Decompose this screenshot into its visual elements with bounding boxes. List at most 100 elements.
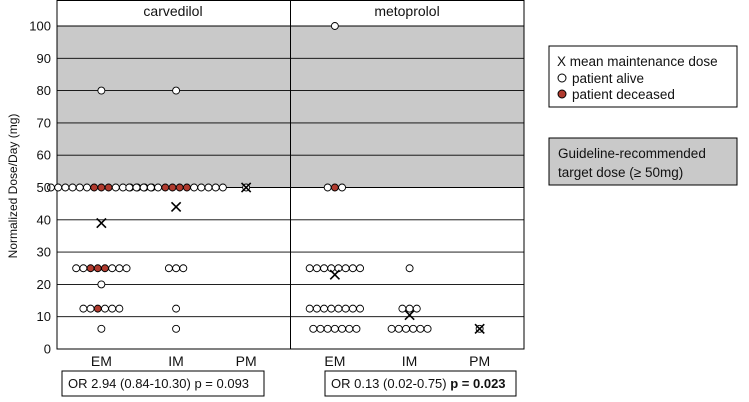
alive-point-metoprolol-em: [312, 304, 321, 313]
alive-point-metoprolol-em: [352, 324, 361, 333]
alive-point-metoprolol-em: [338, 324, 347, 333]
alive-point-carvedilol-im: [172, 324, 181, 333]
mean-marker-stroke: [404, 309, 415, 321]
mean-marker-layer: [96, 182, 485, 334]
alive-point-carvedilol-im: [179, 264, 188, 273]
category-label-metoprolol-em: EM: [324, 353, 345, 369]
alive-point-metoprolol-em: [323, 324, 332, 333]
plot-frame-layer: [56, 0, 525, 350]
alive-point-metoprolol-em: [320, 264, 329, 273]
alive-point-metoprolol-em: [341, 304, 350, 313]
mean-marker-carvedilol-em: [96, 217, 107, 229]
alive-point-carvedilol-em: [101, 304, 109, 313]
alive-point-carvedilol-im: [190, 183, 199, 192]
mean-marker-stroke: [170, 201, 182, 213]
alive-point-carvedilol-em: [115, 304, 124, 313]
category-label-carvedilol-im: IM: [168, 353, 184, 369]
guideline-label-line1: Guideline-recommended: [558, 146, 706, 161]
mean-marker-carvedilol-im: [170, 201, 182, 213]
deceased-point-carvedilol-im: [175, 183, 184, 192]
alive-point-carvedilol-em: [83, 183, 91, 192]
alive-point-carvedilol-im: [172, 86, 181, 95]
category-label-metoprolol-im: IM: [402, 353, 418, 369]
alive-point-metoprolol-em: [348, 264, 357, 273]
deceased-point-carvedilol-em: [90, 183, 99, 192]
alive-point-metoprolol-im: [387, 324, 396, 333]
alive-point-carvedilol-em: [79, 304, 88, 313]
alive-point-carvedilol-im: [139, 183, 148, 192]
alive-point-metoprolol-em: [305, 264, 314, 273]
alive-point-carvedilol-em: [86, 304, 95, 313]
alive-point-metoprolol-em: [305, 304, 314, 313]
y-tick-label-40: 40: [37, 212, 51, 227]
alive-point-metoprolol-em: [323, 183, 332, 192]
alive-point-carvedilol-im: [154, 183, 163, 192]
deceased-point-carvedilol-em: [97, 183, 106, 192]
alive-point-carvedilol-em: [122, 264, 131, 273]
guideline-legend-box: [548, 137, 738, 186]
alive-point-carvedilol-em: [97, 86, 106, 95]
legend-alive-label: patient alive: [572, 71, 644, 86]
or-text-metoprolol-normal: OR 0.13 (0.02-0.75): [331, 376, 450, 391]
deceased-point-carvedilol-im: [168, 183, 177, 192]
mean-marker-metoprolol-pm: [474, 323, 485, 334]
alive-point-carvedilol-im: [146, 183, 155, 192]
deceased-point-carvedilol-im: [182, 183, 191, 192]
y-tick-label-100: 100: [29, 19, 51, 34]
point-layer: [47, 22, 484, 333]
y-axis-label: Normalized Dose/Day (mg): [6, 114, 20, 259]
alive-point-metoprolol-em: [309, 324, 318, 333]
alive-point-metoprolol-em: [338, 183, 347, 192]
or-text-metoprolol: OR 0.13 (0.02-0.75) p = 0.023: [331, 376, 506, 391]
category-label-metoprolol-pm: PM: [469, 353, 490, 369]
mean-marker-metoprolol-im: [404, 309, 415, 321]
alive-point-carvedilol-im: [204, 183, 213, 192]
mean-marker-stroke: [96, 217, 107, 229]
alive-point-carvedilol-em: [97, 280, 106, 289]
alive-point-metoprolol-em: [356, 264, 365, 273]
legend-mean-label: X mean maintenance dose: [557, 54, 718, 69]
alive-point-carvedilol-im: [172, 304, 181, 313]
or-text-metoprolol-bold: p = 0.023: [450, 376, 505, 391]
mean-marker-stroke: [474, 323, 485, 334]
y-tick-label-80: 80: [37, 83, 51, 98]
alive-point-metoprolol-em: [316, 324, 325, 333]
alive-point-carvedilol-im: [164, 264, 173, 273]
y-tick-label-30: 30: [37, 245, 51, 260]
alive-point-carvedilol-im: [218, 183, 227, 192]
alive-point-carvedilol-em: [115, 264, 124, 273]
deceased-point-carvedilol-em: [104, 183, 113, 192]
category-label-carvedilol-pm: PM: [236, 353, 257, 369]
alive-point-metoprolol-em: [348, 304, 357, 313]
category-label-carvedilol-em: EM: [91, 353, 112, 369]
y-tick-label-10: 10: [37, 309, 51, 324]
y-tick-label-60: 60: [37, 148, 51, 163]
legend-box: [548, 45, 738, 108]
alive-point-metoprolol-im: [405, 304, 414, 313]
mean-marker-stroke: [329, 269, 341, 280]
alive-point-metoprolol-im: [405, 264, 414, 273]
y-tick-label-0: 0: [44, 342, 51, 357]
y-tick-label-20: 20: [37, 277, 51, 292]
legend-alive-marker: [557, 73, 567, 83]
alive-point-carvedilol-em: [108, 304, 117, 313]
alive-point-carvedilol-im: [211, 183, 220, 192]
alive-point-metoprolol-im: [423, 324, 432, 333]
deceased-point-metoprolol-em: [330, 183, 339, 192]
deceased-point-carvedilol-em: [93, 264, 102, 273]
alive-point-metoprolol-em: [312, 264, 321, 273]
alive-point-metoprolol-em: [356, 304, 365, 313]
alive-point-metoprolol-em: [341, 264, 350, 273]
mean-marker-carvedilol-pm: [240, 182, 252, 193]
alive-point-metoprolol-im: [402, 324, 410, 333]
panel-title-carvedilol: carvedilol: [143, 3, 202, 19]
mean-marker-metoprolol-em: [329, 269, 341, 280]
alive-point-carvedilol-em: [97, 324, 106, 333]
alive-point-carvedilol-em: [111, 183, 120, 192]
y-tick-label-50: 50: [37, 180, 51, 195]
deceased-point-carvedilol-em: [93, 304, 102, 313]
alive-point-carvedilol-im: [125, 183, 134, 192]
deceased-point-carvedilol-em: [101, 264, 109, 273]
alive-point-metoprolol-im: [394, 324, 403, 333]
